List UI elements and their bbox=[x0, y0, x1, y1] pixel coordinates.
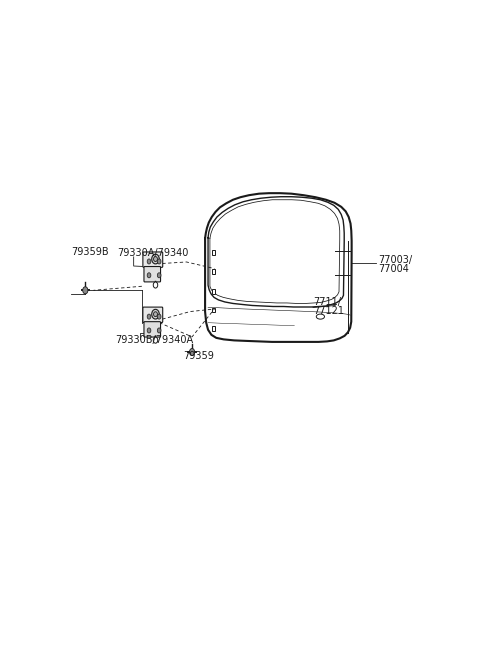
Text: 77004: 77004 bbox=[378, 264, 409, 274]
FancyBboxPatch shape bbox=[144, 267, 160, 282]
Circle shape bbox=[147, 273, 151, 278]
FancyBboxPatch shape bbox=[144, 322, 160, 337]
Circle shape bbox=[157, 273, 161, 278]
Text: 77121: 77121 bbox=[313, 306, 344, 316]
Text: 79330A/79340: 79330A/79340 bbox=[118, 248, 189, 258]
FancyBboxPatch shape bbox=[143, 307, 163, 323]
Bar bbox=[212, 289, 216, 294]
Circle shape bbox=[83, 286, 88, 294]
Circle shape bbox=[153, 282, 158, 288]
Bar bbox=[212, 269, 216, 273]
Text: 79359: 79359 bbox=[183, 351, 214, 361]
Text: 79330B/79340A: 79330B/79340A bbox=[115, 335, 193, 346]
Text: 77003/: 77003/ bbox=[378, 256, 412, 265]
Text: 79359B: 79359B bbox=[71, 247, 109, 257]
Circle shape bbox=[190, 348, 195, 355]
Circle shape bbox=[157, 314, 161, 319]
Ellipse shape bbox=[152, 254, 159, 264]
Bar bbox=[212, 307, 216, 312]
Text: 7711/: 7711/ bbox=[313, 298, 341, 307]
Ellipse shape bbox=[152, 309, 159, 319]
Bar bbox=[212, 250, 216, 256]
Ellipse shape bbox=[154, 257, 157, 261]
Circle shape bbox=[147, 328, 151, 333]
Bar bbox=[212, 326, 216, 330]
Circle shape bbox=[157, 328, 161, 333]
FancyBboxPatch shape bbox=[143, 252, 163, 267]
Circle shape bbox=[147, 259, 151, 264]
Circle shape bbox=[147, 314, 151, 319]
Circle shape bbox=[153, 337, 158, 343]
Ellipse shape bbox=[154, 312, 157, 317]
Circle shape bbox=[157, 259, 161, 264]
